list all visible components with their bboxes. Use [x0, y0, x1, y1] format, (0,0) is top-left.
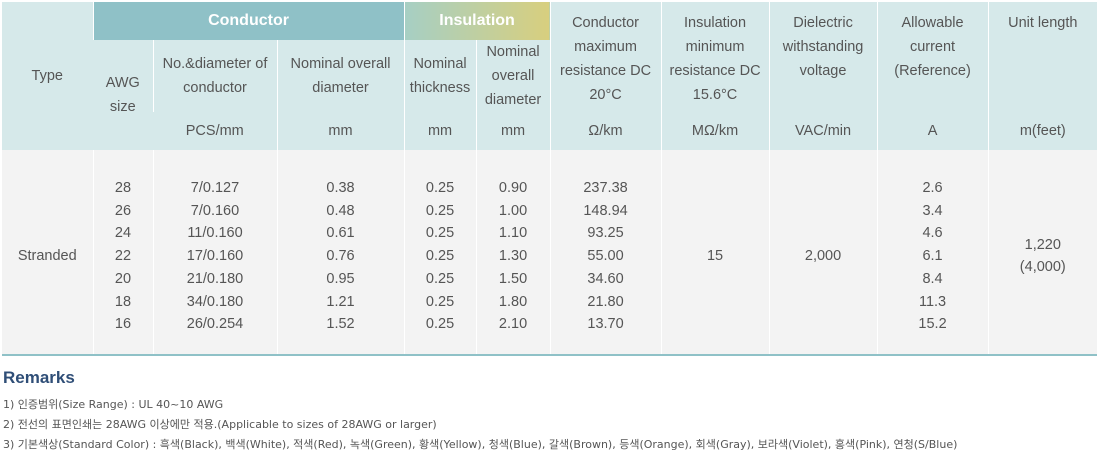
- cell-insulation-resistance: 15: [660, 150, 770, 356]
- cell-conductor-overall: 1.21: [326, 293, 355, 310]
- cell-insulation-thickness: 0.25: [425, 202, 455, 219]
- cell-insulation-thickness: 0.25: [425, 180, 455, 196]
- cell-dielectric: 2,000: [768, 150, 878, 356]
- cell-awg: 26: [114, 202, 132, 219]
- cell-insulation-overall: 1.00: [498, 202, 528, 219]
- cell-insulation-thickness: 0.25: [425, 248, 455, 265]
- cell-conductor-resistance: 21.80: [587, 293, 624, 310]
- remark-item: 3) 기본색상(Standard Color) : 흑색(Black), 백색(…: [3, 438, 958, 451]
- header-conductor-overall: Nominal overall diameter: [276, 40, 405, 112]
- cell-insulation-thickness: 0.25: [425, 225, 455, 242]
- cell-insulation-overall: 0.90: [498, 180, 528, 196]
- cell-pcs: 26/0.254: [186, 316, 244, 333]
- unit-insulation-resistance: MΩ/km: [660, 112, 770, 150]
- remark-item: 1) 인증범위(Size Range) : UL 40~10 AWG: [3, 398, 224, 411]
- cell-conductor-resistance: 93.25: [587, 225, 624, 242]
- col-insulation-overall: 0.90 1.00 1.10 1.30 1.50 1.80 2.10: [475, 150, 551, 356]
- cell-pcs: 34/0.180: [186, 293, 244, 310]
- cell-current: 6.1: [922, 248, 943, 265]
- cell-pcs: 7/0.127: [190, 180, 240, 196]
- cell-awg: 22: [114, 248, 132, 265]
- cell-conductor-resistance: 148.94: [583, 202, 628, 219]
- cell-awg: 18: [114, 293, 132, 310]
- col-unit-length: 1,220 (4,000): [987, 150, 1098, 356]
- header-conductor-resistance: Conductor maximum resistance DC 20°C: [549, 2, 662, 112]
- cell-conductor-overall: 0.61: [326, 225, 355, 242]
- header-unit-length: Unit length: [987, 2, 1098, 112]
- cell-insulation-thickness: 0.25: [425, 293, 455, 310]
- cell-type: Stranded: [2, 150, 93, 356]
- cell-conductor-overall: 1.52: [326, 316, 355, 333]
- cell-current: 3.4: [922, 202, 943, 219]
- header-dielectric: Dielectric withstanding voltage: [768, 2, 878, 112]
- col-awg: 28 26 24 22 20 18 16: [92, 150, 153, 356]
- col-conductor-overall: 0.38 0.48 0.61 0.76 0.95 1.21 1.52: [276, 150, 405, 356]
- cell-conductor-overall: 0.38: [326, 180, 355, 196]
- header-awg: AWG size: [93, 40, 153, 150]
- cell-insulation-thickness: 0.25: [425, 270, 455, 287]
- header-type: Type: [2, 2, 93, 150]
- cell-unit-length-feet: (4,000): [1019, 259, 1066, 276]
- cell-current: 15.2: [918, 316, 947, 333]
- cell-awg: 24: [114, 225, 132, 242]
- cell-awg: 16: [114, 316, 132, 333]
- header-insulation-resistance: Insulation minimum resistance DC 15.6°C: [660, 2, 770, 112]
- table-row: Stranded 28 26 24 22 20 18 16 7/0.127 7/…: [2, 150, 1098, 356]
- unit-current: A: [876, 112, 989, 150]
- cell-pcs: 21/0.180: [186, 270, 244, 287]
- cell-insulation-overall: 1.80: [498, 293, 528, 310]
- remarks-title: Remarks: [3, 368, 75, 387]
- cell-current: 8.4: [922, 270, 943, 287]
- unit-conductor-overall: mm: [276, 112, 405, 150]
- cell-current: 2.6: [922, 180, 943, 196]
- header-conductor-group: Conductor: [92, 2, 405, 40]
- cell-insulation-overall: 1.10: [498, 225, 528, 242]
- unit-dielectric: VAC/min: [768, 112, 878, 150]
- header-insulation-overall: Nominal overall diameter: [475, 40, 551, 112]
- cell-current: 4.6: [922, 225, 943, 242]
- col-current: 2.6 3.4 4.6 6.1 8.4 11.3 15.2: [876, 150, 989, 356]
- cell-insulation-overall: 2.10: [498, 316, 528, 333]
- cell-insulation-thickness: 0.25: [425, 316, 455, 333]
- unit-insulation-thickness: mm: [403, 112, 477, 150]
- unit-insulation-overall: mm: [475, 112, 551, 150]
- cell-insulation-overall: 1.50: [498, 270, 528, 287]
- header-insulation-thickness: Nominal thickness: [403, 40, 477, 112]
- remark-item: 2) 전선의 표면인쇄는 28AWG 이상에만 적용.(Applicable t…: [3, 418, 437, 431]
- cell-conductor-resistance: 13.70: [587, 316, 624, 333]
- col-conductor-resistance: 237.38 148.94 93.25 55.00 34.60 21.80 13…: [549, 150, 662, 356]
- spec-table: Type Conductor Insulation Conductor maxi…: [2, 2, 1098, 356]
- col-pcs: 7/0.127 7/0.160 11/0.160 17/0.160 21/0.1…: [152, 150, 277, 356]
- cell-conductor-overall: 0.76: [326, 248, 355, 265]
- cell-pcs: 7/0.160: [190, 202, 240, 219]
- unit-length: m(feet): [987, 112, 1098, 150]
- col-insulation-thickness: 0.25 0.25 0.25 0.25 0.25 0.25 0.25: [403, 150, 477, 356]
- cell-conductor-resistance: 34.60: [587, 270, 624, 287]
- cell-conductor-overall: 0.95: [326, 270, 355, 287]
- table-bottom-rule: [2, 354, 1097, 356]
- cell-conductor-resistance: 237.38: [583, 180, 628, 196]
- header-pcs-diameter: No.&diameter of conductor: [152, 40, 277, 112]
- cell-pcs: 17/0.160: [186, 248, 244, 265]
- header-allowable-current: Allowable current (Reference): [876, 2, 989, 112]
- cell-insulation-overall: 1.30: [498, 248, 528, 265]
- unit-conductor-resistance: Ω/km: [549, 112, 662, 150]
- cell-current: 11.3: [918, 293, 947, 310]
- unit-pcs: PCS/mm: [153, 112, 277, 150]
- cell-conductor-overall: 0.48: [326, 202, 355, 219]
- cell-unit-length: 1,220: [1024, 236, 1061, 253]
- cell-awg: 20: [114, 270, 132, 287]
- cell-pcs: 11/0.160: [187, 225, 243, 242]
- cell-awg: 28: [114, 180, 132, 196]
- header-insulation-group: Insulation: [403, 2, 551, 40]
- cell-conductor-resistance: 55.00: [587, 248, 624, 265]
